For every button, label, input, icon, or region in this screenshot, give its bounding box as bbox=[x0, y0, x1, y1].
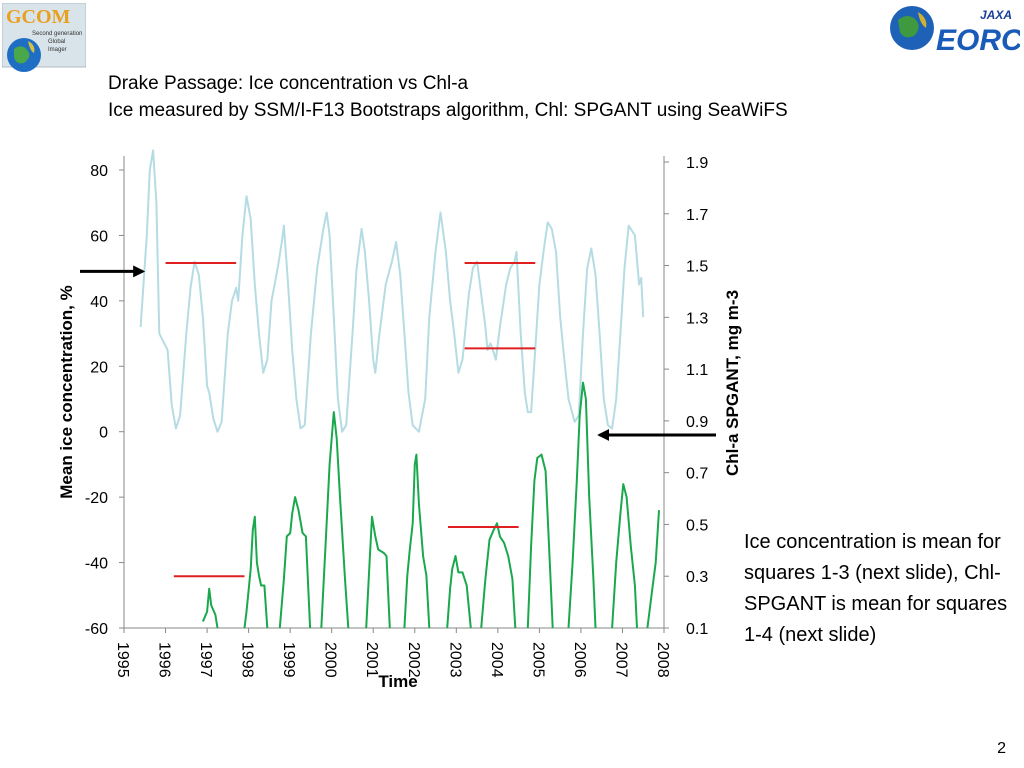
right-tick-label: 1.9 bbox=[686, 155, 708, 172]
chl-a-line bbox=[611, 483, 638, 629]
ice-concentration-line bbox=[139, 149, 645, 433]
x-tick-label: 2002 bbox=[405, 642, 422, 678]
left-tick-label: -40 bbox=[85, 556, 108, 573]
x-tick-label: 2005 bbox=[529, 642, 546, 678]
left-tick-label: -60 bbox=[85, 621, 108, 638]
x-tick-label: 2000 bbox=[322, 642, 339, 678]
page-number: 2 bbox=[997, 740, 1006, 757]
gcom-logo: GCOM Second generation Global Imager bbox=[2, 3, 86, 72]
right-tick-label: 1.3 bbox=[686, 310, 708, 327]
chl-a-line bbox=[446, 555, 472, 629]
slide-title: Drake Passage: Ice concentration vs Chl-… bbox=[108, 70, 788, 124]
x-tick-label: 2007 bbox=[612, 642, 629, 678]
x-tick-label: 1995 bbox=[114, 642, 131, 678]
right-tick-label: 0.7 bbox=[686, 466, 708, 483]
right-tick-label: 0.3 bbox=[686, 569, 708, 586]
left-tick-label: 80 bbox=[90, 163, 108, 180]
left-tick-label: -20 bbox=[85, 490, 108, 507]
title-line-2: Ice measured by SSM/I-F13 Bootstraps alg… bbox=[108, 100, 788, 121]
right-tick-label: 1.5 bbox=[686, 259, 708, 276]
chl-a-line bbox=[278, 496, 312, 629]
x-tick-label: 2003 bbox=[446, 642, 463, 678]
x-tick-label: 2001 bbox=[363, 642, 380, 678]
chl-a-line bbox=[526, 453, 554, 629]
left-tick-label: 40 bbox=[90, 294, 108, 311]
x-tick-label: 1999 bbox=[280, 642, 297, 678]
x-tick-label: 2006 bbox=[571, 642, 588, 678]
right-tick-label: 0.9 bbox=[686, 414, 708, 431]
right-tick-label: 0.1 bbox=[686, 621, 708, 638]
x-tick-label: 1997 bbox=[197, 642, 214, 678]
x-tick-label: 2008 bbox=[654, 642, 671, 678]
chl-a-line bbox=[365, 515, 391, 629]
gcom-logo-subtext: Imager bbox=[48, 47, 67, 53]
jaxa-logo-text: JAXA bbox=[980, 8, 1012, 22]
right-tick-label: 0.5 bbox=[686, 517, 708, 534]
jaxa-eorc-logo: JAXA EORC bbox=[890, 6, 1020, 57]
chart-note: Ice concentration is mean for squares 1-… bbox=[744, 531, 1008, 646]
x-tick-label: 2004 bbox=[488, 642, 505, 678]
right-tick-label: 1.7 bbox=[686, 207, 708, 224]
right-tick-label: 1.1 bbox=[686, 362, 708, 379]
left-tick-label: 20 bbox=[90, 359, 108, 376]
gcom-logo-subtext: Second generation bbox=[32, 31, 82, 37]
left-axis-title: Mean ice concentration, % bbox=[57, 285, 76, 499]
x-tick-label: 1998 bbox=[239, 642, 256, 678]
eorc-logo-text: EORC bbox=[936, 24, 1020, 57]
left-tick-label: 60 bbox=[90, 228, 108, 245]
right-axis-title: Chl-a SPGANT, mg m-3 bbox=[723, 290, 742, 476]
chl-a-line bbox=[403, 453, 431, 629]
chl-a-line bbox=[320, 411, 350, 629]
gcom-logo-subtext: Global bbox=[48, 39, 65, 45]
x-tick-label: 1996 bbox=[156, 642, 173, 678]
chl-a-line bbox=[201, 587, 219, 629]
x-axis-title: Time bbox=[378, 672, 417, 691]
left-tick-label: 0 bbox=[99, 425, 108, 442]
title-line-1: Drake Passage: Ice concentration vs Chl-… bbox=[108, 73, 469, 94]
chl-a-line bbox=[243, 515, 269, 629]
chl-a-line bbox=[646, 510, 660, 629]
chl-a-line bbox=[480, 522, 517, 629]
chl-a-line bbox=[567, 381, 597, 629]
gcom-logo-text: GCOM bbox=[6, 6, 71, 28]
